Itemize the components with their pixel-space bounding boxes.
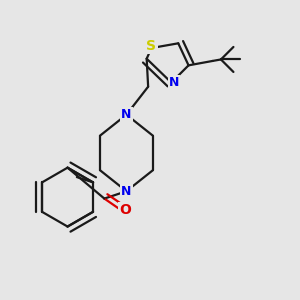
Text: O: O bbox=[119, 203, 131, 217]
Text: N: N bbox=[121, 185, 132, 198]
Text: N: N bbox=[169, 76, 179, 89]
Text: S: S bbox=[146, 39, 156, 53]
Text: N: N bbox=[121, 108, 132, 121]
